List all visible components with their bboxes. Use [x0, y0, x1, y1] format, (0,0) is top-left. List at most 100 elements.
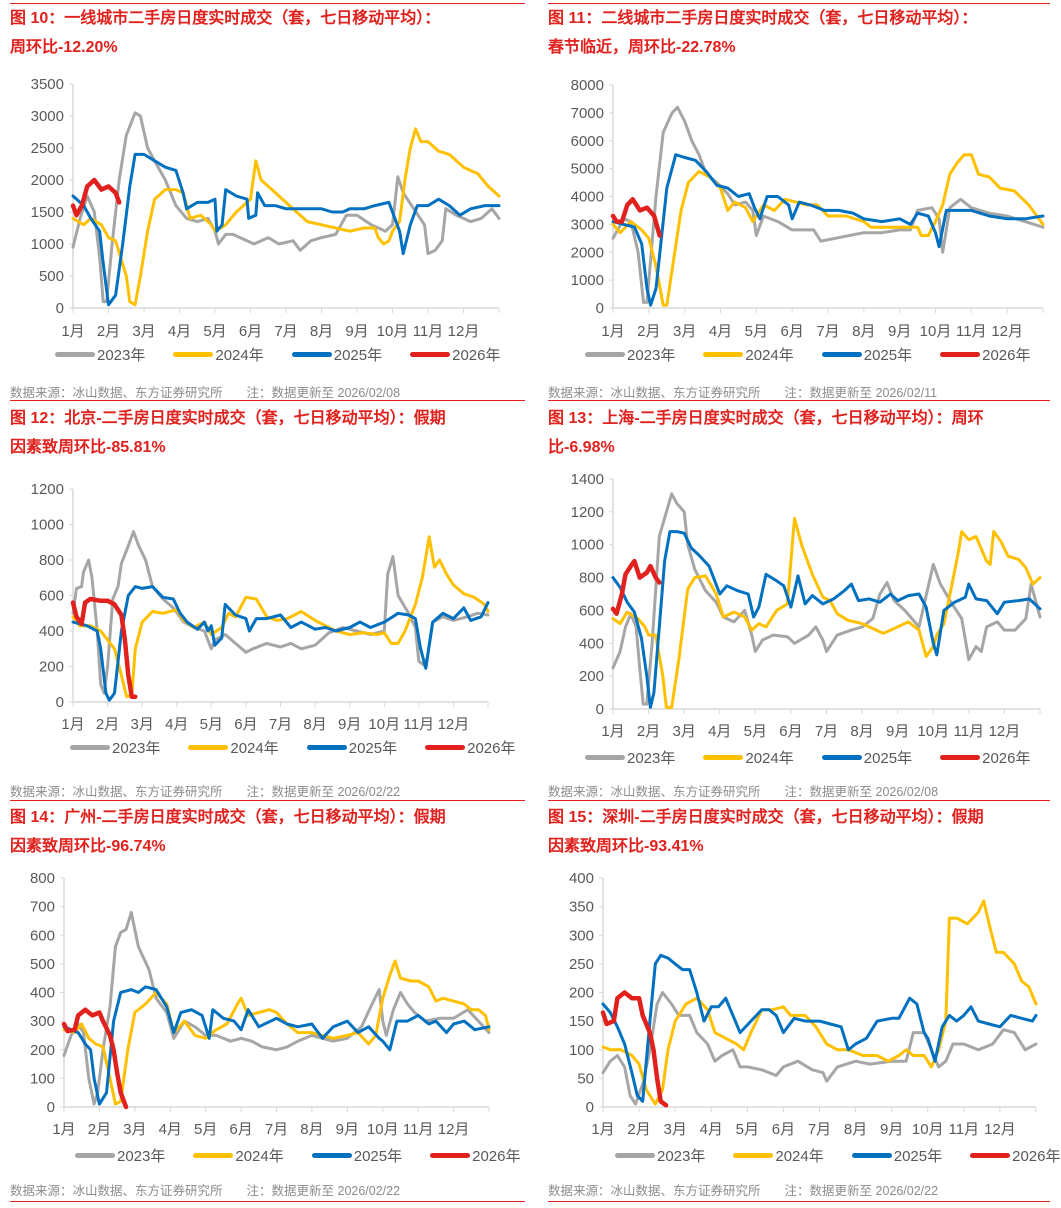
- series-line-2023: [611, 492, 1042, 706]
- legend-label: 2025年: [893, 1148, 943, 1165]
- legend-item: 2026年: [970, 1145, 1061, 1166]
- series-line-2026: [610, 197, 662, 238]
- legend-label: 2026年: [1012, 1148, 1061, 1165]
- legend-item: 2025年: [851, 1145, 943, 1166]
- y-tick-label: 600: [39, 588, 64, 605]
- legend-label: 2026年: [452, 347, 501, 364]
- legend-label: 2025年: [348, 740, 398, 757]
- legend-swatch: [940, 755, 981, 760]
- section-divider: [548, 400, 1050, 401]
- y-tick-label: 600: [30, 927, 55, 944]
- chart-title-line: 因素致周环比-93.41%: [548, 838, 704, 855]
- legend-item: 2023年: [585, 747, 675, 768]
- legend-swatch: [851, 1153, 892, 1158]
- y-tick-label: 1000: [31, 236, 64, 253]
- chart-title-line: 春节临近，周环比-22.78%: [548, 39, 736, 56]
- x-tick-label: 4月: [159, 1121, 182, 1138]
- x-tick-label: 12月: [989, 723, 1021, 740]
- source-text: 数据来源：冰山数据、东方证券研究所: [548, 386, 761, 400]
- legend-swatch: [733, 1153, 774, 1158]
- y-tick-label: 400: [30, 985, 55, 1002]
- y-tick-label: 250: [569, 956, 594, 973]
- x-tick-label: 10月: [920, 323, 952, 340]
- x-tick-label: 7月: [815, 723, 838, 740]
- legend-label: 2026年: [982, 347, 1031, 364]
- legend-label: 2024年: [235, 1148, 284, 1165]
- y-tick-label: 1000: [31, 517, 64, 534]
- x-tick-label: 11月: [956, 323, 987, 340]
- y-tick-label: 50: [577, 1070, 594, 1087]
- x-tick-label: 10月: [368, 716, 400, 733]
- legend-swatch: [306, 745, 347, 750]
- legend-swatch: [193, 1153, 234, 1158]
- series-line-2024: [601, 899, 1038, 1106]
- chart-legend: 2023年 2024年 2025年 2026年: [615, 1145, 1061, 1166]
- legend-label: 2026年: [467, 740, 516, 757]
- legend-swatch: [703, 755, 744, 760]
- legend-swatch: [430, 1153, 471, 1158]
- y-tick-label: 2000: [31, 172, 64, 189]
- x-tick-label: 5月: [200, 716, 223, 733]
- x-tick-label: 12月: [991, 323, 1023, 340]
- x-tick-label: 8月: [844, 1121, 867, 1138]
- legend-item: 2023年: [615, 1145, 705, 1166]
- x-tick-label: 3月: [132, 323, 155, 340]
- legend-swatch: [821, 755, 862, 760]
- chart-title-line: 图 14：广州-二手房日度实时成交（套，七日移动平均）：假期: [10, 809, 446, 826]
- update-note: 注：数据更新至 2026/02/08: [784, 785, 939, 799]
- chart-title: 图 15：深圳-二手房日度实时成交（套，七日移动平均）：假期 因素致周环比-93.…: [548, 803, 984, 861]
- y-tick-label: 700: [30, 899, 55, 916]
- x-tick-label: 9月: [338, 716, 361, 733]
- x-tick-label: 10月: [367, 1121, 399, 1138]
- y-tick-label: 3000: [571, 216, 604, 233]
- section-divider: [10, 1201, 525, 1202]
- series-line-2024: [611, 153, 1045, 307]
- y-tick-label: 1500: [31, 204, 64, 221]
- source-text: 数据来源：冰山数据、东方证券研究所: [10, 386, 223, 400]
- legend-label: 2024年: [775, 1148, 824, 1165]
- legend-item: 2024年: [703, 747, 794, 768]
- legend-label: 2026年: [982, 750, 1031, 767]
- y-tick-label: 500: [39, 268, 64, 285]
- chart-legend: 2023年 2024年 2025年 2026年: [585, 344, 1031, 365]
- section-divider: [548, 800, 1050, 801]
- y-tick-label: 300: [30, 1013, 55, 1030]
- y-tick-label: 4000: [571, 189, 604, 206]
- series-line-2026: [61, 1007, 129, 1110]
- series-line-2023: [611, 105, 1045, 304]
- legend-label: 2025年: [863, 750, 913, 767]
- y-tick-label: 1400: [571, 471, 604, 488]
- chart-legend: 2023年 2024年 2025年 2026年: [70, 737, 516, 758]
- legend-swatch: [75, 1153, 115, 1158]
- x-tick-label: 4月: [168, 323, 191, 340]
- chart-title-line: 比-6.98%: [548, 439, 615, 456]
- x-tick-label: 5月: [745, 323, 768, 340]
- x-tick-label: 2月: [97, 323, 120, 340]
- x-tick-label: 9月: [880, 1121, 903, 1138]
- x-tick-label: 12月: [448, 323, 480, 340]
- y-tick-label: 200: [39, 659, 64, 676]
- x-tick-label: 12月: [984, 1121, 1016, 1138]
- legend-label: 2025年: [863, 347, 913, 364]
- y-tick-label: 400: [569, 870, 594, 887]
- legend-label: 2024年: [215, 347, 264, 364]
- series-line-2025: [71, 152, 501, 307]
- series-line-2025: [62, 985, 491, 1106]
- legend-item: 2024年: [733, 1145, 824, 1166]
- legend-item: 2024年: [188, 737, 279, 758]
- chart-source: 数据来源：冰山数据、东方证券研究所 注：数据更新至 2026/02/08: [10, 382, 400, 401]
- x-tick-label: 8月: [300, 1121, 323, 1138]
- y-tick-label: 0: [596, 701, 604, 718]
- chart-legend: 2023年 2024年 2025年 2026年: [75, 1145, 521, 1166]
- y-tick-label: 1000: [571, 537, 604, 554]
- series-line-2026: [70, 596, 138, 699]
- x-tick-label: 11月: [949, 1121, 980, 1138]
- series-line-2025: [601, 953, 1038, 1103]
- legend-label: 2024年: [745, 750, 794, 767]
- legend-swatch: [410, 352, 451, 357]
- x-tick-label: 9月: [336, 1121, 359, 1138]
- chart-source: 数据来源：冰山数据、东方证券研究所 注：数据更新至 2026/02/22: [548, 1180, 938, 1199]
- y-tick-label: 400: [579, 635, 604, 652]
- y-tick-label: 1000: [571, 272, 604, 289]
- x-tick-label: 7月: [269, 716, 292, 733]
